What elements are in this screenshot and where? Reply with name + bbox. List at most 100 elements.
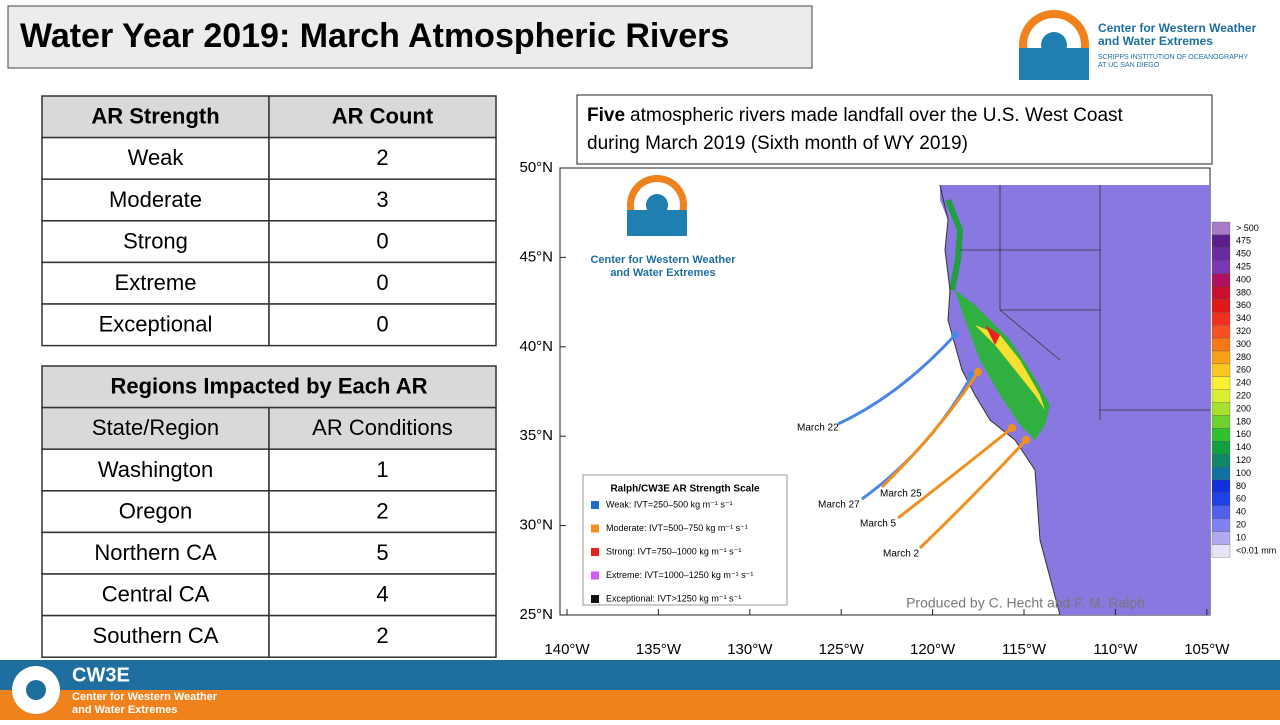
arrow-head bbox=[1022, 436, 1030, 444]
footer-text: Center for Western Weather bbox=[72, 691, 218, 703]
annotation-box bbox=[576, 94, 1213, 165]
colorbar-label: 475 bbox=[1236, 236, 1251, 246]
colorbar-segment bbox=[1211, 273, 1231, 287]
table-cell bbox=[268, 95, 497, 139]
table-cell bbox=[41, 365, 497, 409]
arrow-label: March 25 bbox=[880, 489, 922, 500]
colorbar-segment bbox=[1211, 415, 1231, 429]
colorbar-segment bbox=[1211, 518, 1231, 532]
cell-text: 0 bbox=[376, 270, 388, 295]
colorbar-segment bbox=[1211, 492, 1231, 506]
table-cell bbox=[268, 178, 497, 222]
footer-text: and Water Extremes bbox=[72, 704, 177, 716]
colorbar-label: 140 bbox=[1236, 442, 1251, 452]
colorbar-label: <0.01 mm bbox=[1236, 545, 1276, 555]
tables: AR Strength AR Count Weak 2 Moderate 3 Strong 0… bbox=[41, 95, 497, 658]
map-logo-text: and Water Extremes bbox=[610, 267, 715, 279]
colorbar-segment bbox=[1211, 505, 1231, 519]
arrow-label: March 2 bbox=[883, 549, 920, 560]
cell-text: AR Strength bbox=[91, 104, 219, 129]
credit: Produced by C. Hecht and F. M. Ralph bbox=[906, 595, 1145, 611]
colorbar-segment bbox=[1211, 325, 1231, 339]
precip-red bbox=[985, 325, 1000, 345]
colorbar-segment bbox=[1211, 234, 1231, 248]
lat-label: 35°N bbox=[519, 427, 553, 444]
colorbar-label: 400 bbox=[1236, 274, 1251, 284]
cell-text: 2 bbox=[376, 623, 388, 648]
cell-text: Strong bbox=[123, 228, 188, 253]
legend-label: Strong: IVT=750–1000 kg m⁻¹ s⁻¹ bbox=[606, 546, 741, 556]
colorbar-label: 120 bbox=[1236, 455, 1251, 465]
colorbar-segment bbox=[1211, 260, 1231, 274]
colorbar-segment bbox=[1211, 312, 1231, 326]
cell-text: AR Count bbox=[332, 104, 434, 129]
colorbar-segment bbox=[1211, 466, 1231, 481]
cell-text: 3 bbox=[376, 187, 388, 212]
cell-text: 0 bbox=[376, 312, 388, 337]
table-cell bbox=[41, 490, 270, 534]
logo-subtext: AT UC SAN DIEGO bbox=[1098, 62, 1160, 69]
cell-text: Extreme bbox=[115, 270, 197, 295]
arrow-label: March 5 bbox=[860, 519, 897, 530]
colorbar-segment bbox=[1211, 454, 1231, 468]
colorbar-segment bbox=[1211, 221, 1231, 236]
map-logo-text: Center for Western Weather bbox=[590, 254, 736, 266]
colorbar-segment bbox=[1211, 479, 1231, 494]
colorbar-segment bbox=[1211, 299, 1231, 313]
cell-text: State/Region bbox=[92, 415, 219, 440]
arrow bbox=[897, 426, 1013, 520]
land bbox=[940, 185, 1210, 615]
lon-label: 140°W bbox=[544, 641, 590, 658]
annotation-bold: Five bbox=[587, 105, 625, 126]
cell-text: 2 bbox=[376, 498, 388, 523]
cell-text: Regions Impacted by Each AR bbox=[110, 374, 427, 399]
table-cell bbox=[41, 614, 270, 658]
arrow-label: March 27 bbox=[818, 500, 860, 511]
lat-label: 50°N bbox=[519, 159, 553, 176]
cell-text: Central CA bbox=[102, 582, 210, 607]
colorbar-label: 60 bbox=[1236, 494, 1246, 504]
legend-swatch bbox=[591, 595, 599, 603]
table-cell bbox=[268, 448, 497, 492]
cell-text: Weak bbox=[128, 145, 185, 170]
cell-text: 5 bbox=[376, 540, 388, 565]
colorbar-label: 240 bbox=[1236, 378, 1251, 388]
lon-label: 130°W bbox=[727, 641, 773, 658]
annotation-text: atmospheric rivers made landfall over th… bbox=[630, 105, 1124, 126]
colorbar-segment bbox=[1211, 531, 1231, 545]
arrow bbox=[837, 333, 957, 426]
colorbar-label: 20 bbox=[1236, 520, 1246, 530]
title-box bbox=[7, 5, 813, 69]
lat-label: 30°N bbox=[519, 517, 553, 534]
table-cell bbox=[41, 448, 270, 492]
colorbar-label: 260 bbox=[1236, 365, 1251, 375]
legend-label: Moderate: IVT=500–750 kg m⁻¹ s⁻¹ bbox=[606, 523, 748, 533]
cell-text: Exceptional bbox=[99, 312, 213, 337]
colorbar-label: 380 bbox=[1236, 287, 1251, 297]
table-cell bbox=[268, 573, 497, 617]
precip-coast bbox=[945, 198, 964, 291]
cell-text: 4 bbox=[376, 582, 388, 607]
colorbar-segment bbox=[1211, 376, 1231, 390]
arrow-head bbox=[951, 331, 959, 339]
lon-label: 110°W bbox=[1093, 641, 1138, 658]
lon-label: 115°W bbox=[1002, 641, 1047, 658]
map-logo-water bbox=[627, 210, 687, 236]
cell-text: Washington bbox=[98, 457, 213, 482]
legend-swatch bbox=[591, 548, 599, 556]
colorbar-segment bbox=[1211, 402, 1231, 416]
colorbar-label: 100 bbox=[1236, 468, 1251, 478]
borders bbox=[960, 185, 1210, 420]
legend-swatch bbox=[591, 571, 599, 580]
lon-label: 125°W bbox=[819, 641, 865, 658]
cell-text: Oregon bbox=[119, 498, 192, 523]
colorbar-label: 450 bbox=[1236, 249, 1251, 259]
header-logo bbox=[1019, 10, 1089, 80]
slide-title: Water Year 2019: March Atmospheric River… bbox=[20, 17, 729, 55]
arrow bbox=[880, 371, 980, 489]
legend-label: Exceptional: IVT>1250 kg m⁻¹ s⁻¹ bbox=[606, 593, 741, 603]
lat-label: 45°N bbox=[519, 248, 553, 265]
colorbar-label: 80 bbox=[1236, 481, 1246, 491]
table-cell bbox=[268, 406, 497, 450]
